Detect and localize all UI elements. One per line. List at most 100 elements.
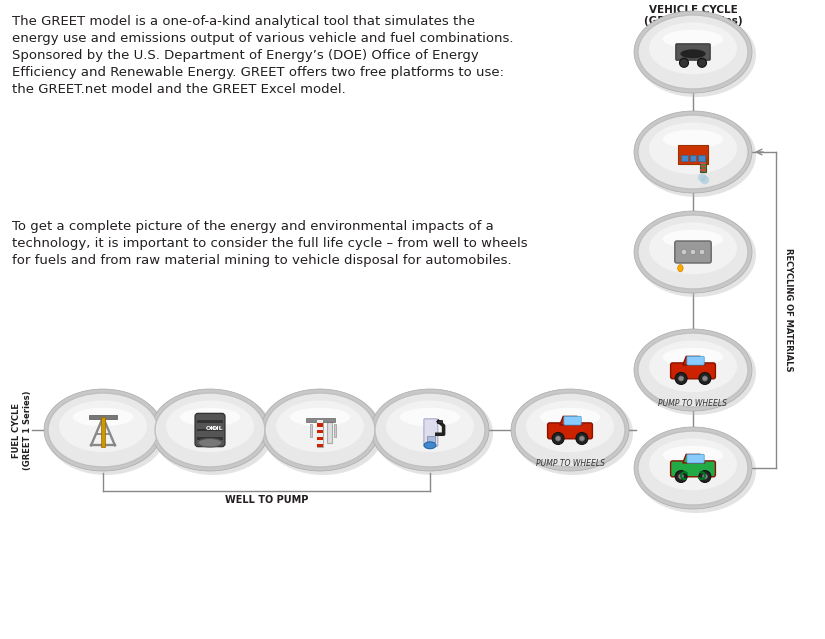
Text: OIL: OIL bbox=[206, 426, 218, 431]
Circle shape bbox=[700, 249, 705, 255]
Bar bbox=[197, 437, 223, 440]
Ellipse shape bbox=[634, 329, 752, 411]
Bar bbox=[317, 440, 323, 443]
Text: OIL: OIL bbox=[212, 426, 224, 431]
Circle shape bbox=[675, 373, 687, 385]
Ellipse shape bbox=[649, 438, 737, 490]
Ellipse shape bbox=[636, 213, 756, 297]
Ellipse shape bbox=[263, 391, 383, 475]
Bar bbox=[317, 423, 323, 427]
Text: PUMP TO WHEELS: PUMP TO WHEELS bbox=[658, 399, 728, 408]
Circle shape bbox=[678, 474, 684, 479]
Bar bbox=[436, 420, 442, 423]
Ellipse shape bbox=[634, 111, 752, 193]
Circle shape bbox=[678, 376, 684, 381]
Bar bbox=[700, 169, 705, 171]
Bar bbox=[197, 420, 223, 423]
Ellipse shape bbox=[662, 446, 724, 465]
Circle shape bbox=[681, 249, 686, 255]
Bar bbox=[427, 436, 435, 442]
Bar bbox=[333, 424, 336, 437]
Ellipse shape bbox=[638, 15, 748, 89]
Text: energy use and emissions output of various vehicle and fuel combinations.: energy use and emissions output of vario… bbox=[12, 32, 513, 45]
Bar bbox=[700, 162, 705, 164]
Ellipse shape bbox=[677, 265, 683, 272]
Ellipse shape bbox=[638, 431, 748, 505]
Ellipse shape bbox=[373, 391, 493, 475]
Ellipse shape bbox=[638, 115, 748, 189]
Ellipse shape bbox=[46, 391, 166, 475]
Ellipse shape bbox=[649, 22, 737, 74]
Ellipse shape bbox=[662, 348, 724, 366]
Text: the GREET.net model and the GREET Excel model.: the GREET.net model and the GREET Excel … bbox=[12, 83, 346, 96]
Bar bbox=[700, 159, 705, 173]
Bar bbox=[317, 443, 323, 447]
Polygon shape bbox=[560, 417, 582, 425]
Ellipse shape bbox=[513, 391, 633, 475]
Ellipse shape bbox=[153, 391, 273, 475]
Ellipse shape bbox=[636, 429, 756, 513]
Ellipse shape bbox=[276, 401, 364, 452]
Bar bbox=[101, 417, 105, 447]
Bar bbox=[700, 166, 705, 167]
Ellipse shape bbox=[371, 389, 489, 471]
Text: Sponsored by the U.S. Department of Energy’s (DOE) Office of Energy: Sponsored by the U.S. Department of Ener… bbox=[12, 49, 478, 62]
FancyBboxPatch shape bbox=[687, 357, 705, 365]
Circle shape bbox=[680, 58, 689, 67]
Bar bbox=[317, 430, 323, 433]
Ellipse shape bbox=[526, 401, 614, 452]
Ellipse shape bbox=[44, 389, 162, 471]
Text: WELL TO PUMP: WELL TO PUMP bbox=[224, 495, 309, 505]
Bar bbox=[681, 155, 688, 160]
Text: Efficiency and Renewable Energy. GREET offers two free platforms to use:: Efficiency and Renewable Energy. GREET o… bbox=[12, 66, 504, 79]
Circle shape bbox=[579, 436, 584, 441]
Bar bbox=[317, 420, 323, 423]
Ellipse shape bbox=[634, 211, 752, 293]
Text: technology, it is important to consider the full life cycle – from well to wheel: technology, it is important to consider … bbox=[12, 237, 528, 250]
Circle shape bbox=[700, 176, 710, 184]
FancyBboxPatch shape bbox=[564, 416, 581, 425]
Ellipse shape bbox=[638, 215, 748, 289]
Ellipse shape bbox=[662, 30, 724, 49]
Ellipse shape bbox=[198, 438, 222, 447]
Circle shape bbox=[699, 373, 711, 385]
FancyBboxPatch shape bbox=[687, 454, 705, 463]
Ellipse shape bbox=[662, 130, 724, 148]
Ellipse shape bbox=[151, 389, 269, 471]
FancyBboxPatch shape bbox=[671, 363, 715, 379]
Ellipse shape bbox=[511, 389, 629, 471]
Bar bbox=[677, 145, 709, 164]
Bar bbox=[317, 437, 323, 440]
Ellipse shape bbox=[386, 401, 474, 452]
Ellipse shape bbox=[180, 408, 240, 426]
Ellipse shape bbox=[634, 427, 752, 509]
Circle shape bbox=[702, 376, 708, 381]
Ellipse shape bbox=[155, 393, 265, 467]
Bar bbox=[317, 433, 323, 437]
Ellipse shape bbox=[638, 333, 748, 407]
Bar bbox=[306, 418, 335, 422]
Bar bbox=[197, 429, 223, 431]
Ellipse shape bbox=[649, 341, 737, 392]
Text: The GREET model is a one-of-a-kind analytical tool that simulates the: The GREET model is a one-of-a-kind analy… bbox=[12, 15, 475, 28]
FancyBboxPatch shape bbox=[676, 44, 710, 60]
Text: To get a complete picture of the energy and environmental impacts of a: To get a complete picture of the energy … bbox=[12, 220, 493, 233]
Text: VEHICLE CYCLE: VEHICLE CYCLE bbox=[648, 5, 738, 15]
Bar bbox=[310, 424, 313, 437]
Text: (GREET 2 Series): (GREET 2 Series) bbox=[644, 16, 742, 26]
Ellipse shape bbox=[636, 331, 756, 415]
Circle shape bbox=[697, 58, 706, 67]
Polygon shape bbox=[683, 454, 705, 463]
Ellipse shape bbox=[681, 49, 705, 58]
Circle shape bbox=[698, 173, 706, 181]
FancyBboxPatch shape bbox=[548, 423, 592, 439]
Text: PUMP TO WHEELS: PUMP TO WHEELS bbox=[535, 459, 605, 468]
Bar bbox=[317, 427, 323, 430]
FancyBboxPatch shape bbox=[424, 419, 438, 446]
FancyBboxPatch shape bbox=[671, 461, 715, 477]
Bar bbox=[317, 422, 323, 447]
Circle shape bbox=[691, 249, 695, 255]
Ellipse shape bbox=[73, 408, 134, 426]
Ellipse shape bbox=[375, 393, 485, 467]
Ellipse shape bbox=[662, 230, 724, 249]
